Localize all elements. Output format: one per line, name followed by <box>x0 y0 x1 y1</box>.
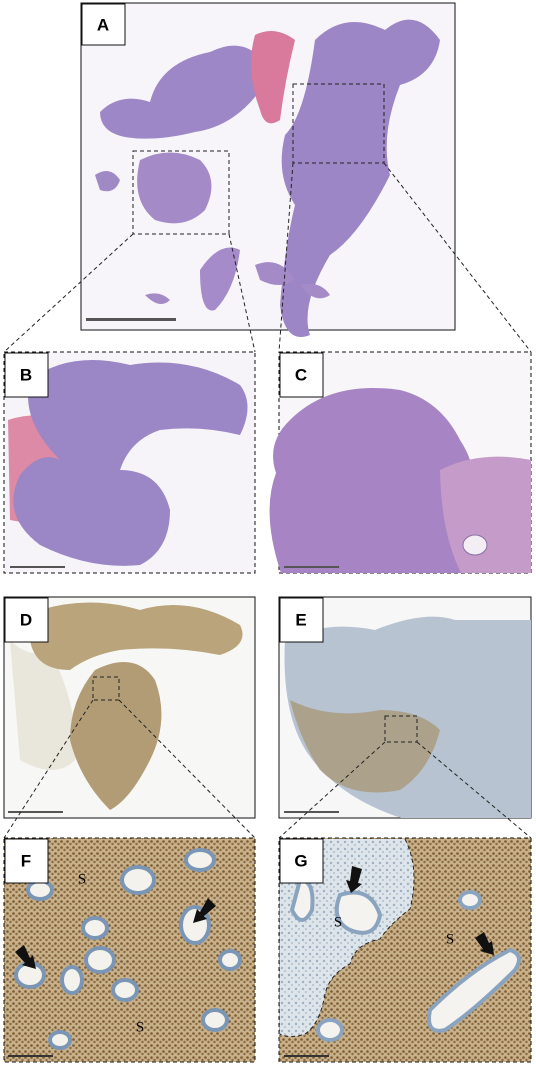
tissue <box>280 839 414 1037</box>
inset-box <box>384 715 418 743</box>
inset-box <box>132 150 230 235</box>
label-box <box>4 597 49 643</box>
tissue <box>251 31 295 124</box>
panel-g: S S G <box>278 837 532 1063</box>
stroma-label: S <box>446 931 454 947</box>
zoom-line <box>3 162 532 353</box>
arrow <box>346 866 362 893</box>
label-box <box>279 352 324 398</box>
panel-label: E <box>295 610 306 629</box>
arrow <box>15 945 36 969</box>
tissue <box>10 640 76 770</box>
tissue <box>100 45 264 139</box>
panel-label: A <box>97 15 109 34</box>
panel-d: D <box>3 596 256 819</box>
inset-box <box>92 676 120 701</box>
tissue <box>440 456 531 573</box>
panel-e: E <box>278 596 532 819</box>
tissue <box>462 534 488 556</box>
tissue <box>145 262 330 304</box>
tissue <box>280 19 440 337</box>
panel-label: G <box>294 851 307 870</box>
scale-bar <box>8 811 63 813</box>
label-box <box>81 3 126 46</box>
scale-bar <box>10 566 65 568</box>
stroma-label: S <box>78 871 86 887</box>
panel-c: C <box>269 351 532 574</box>
panel-a: A <box>80 2 456 337</box>
panel-label: D <box>20 610 32 629</box>
boundary <box>279 838 415 1037</box>
label-box <box>279 597 324 643</box>
tissue <box>70 662 162 810</box>
tissue <box>200 247 240 311</box>
tissue <box>95 171 120 192</box>
stroma-label: S <box>334 914 342 930</box>
inset-box <box>292 83 385 164</box>
scale-bar <box>284 1055 329 1057</box>
panel-label: F <box>21 851 31 870</box>
scale-bar <box>284 566 339 568</box>
tissue <box>137 152 212 224</box>
tissue <box>13 360 248 566</box>
arrow <box>193 898 216 923</box>
arrow <box>475 932 494 955</box>
label-box <box>4 352 49 398</box>
panel-f: S S F <box>3 837 256 1063</box>
panel-label: C <box>295 365 307 384</box>
label-box <box>4 838 49 884</box>
stroma-label: S <box>136 1019 144 1035</box>
scale-bar <box>284 811 339 813</box>
glands <box>14 848 242 1050</box>
label-box <box>279 838 324 884</box>
tissue <box>290 700 440 793</box>
scale-bar <box>86 318 176 321</box>
panel-label: B <box>20 365 32 384</box>
scale-bar <box>8 1055 53 1057</box>
tissue <box>30 602 243 670</box>
glands <box>289 877 521 1042</box>
panel-b: B <box>3 351 256 574</box>
